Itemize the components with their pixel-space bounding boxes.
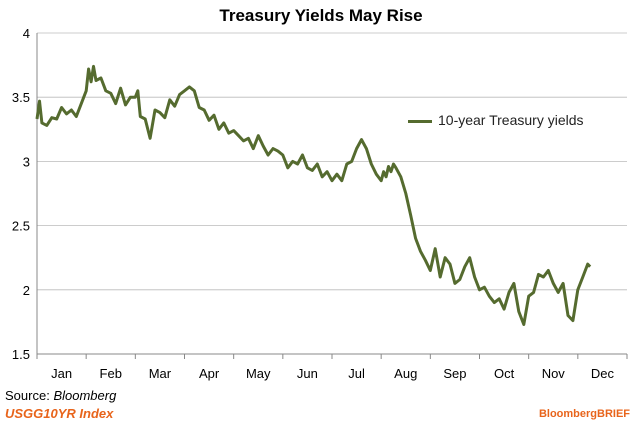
source-note: Source: Bloomberg: [5, 388, 116, 403]
y-tick-label: 2: [23, 283, 30, 298]
legend: 10-year Treasury yields: [408, 112, 584, 128]
x-tick-label: Dec: [591, 366, 615, 381]
y-tick-labels: 4 3.5 3 2.5 2 1.5: [12, 26, 30, 362]
y-tick-label: 1.5: [12, 347, 30, 362]
grid-lines: [37, 32, 627, 291]
x-tick-label: Jan: [51, 366, 72, 381]
series-line: [35, 64, 592, 326]
x-tick-label: Nov: [542, 366, 566, 381]
x-tick-label: Aug: [394, 366, 417, 381]
y-tick-label: 4: [23, 26, 30, 41]
series-group: [35, 64, 592, 326]
x-tick-label: Feb: [100, 366, 122, 381]
x-tick-label: Jul: [348, 366, 365, 381]
x-tick-label: Mar: [149, 366, 172, 381]
x-tick-label: May: [246, 366, 271, 381]
x-tick-label: Jun: [297, 366, 318, 381]
source-name: Bloomberg: [53, 388, 117, 403]
legend-swatch: [408, 119, 432, 123]
y-tick-label: 3: [23, 154, 30, 169]
x-tick-label: Apr: [199, 366, 220, 381]
y-tick-label: 3.5: [12, 90, 30, 105]
brand-logo: BloombergBRIEF: [538, 408, 630, 420]
axes: [36, 33, 628, 359]
legend-label: 10-year Treasury yields: [438, 112, 584, 128]
index-label: USGG10YR Index: [5, 406, 114, 421]
chart-title: Treasury Yields May Rise: [219, 6, 423, 25]
x-tick-label: Sep: [443, 366, 466, 381]
x-tick-label: Oct: [494, 366, 515, 381]
y-tick-label: 2.5: [12, 219, 30, 234]
x-tick-labels: Jan Feb Mar Apr May Jun Jul Aug Sep Oct Nov Dec: [51, 366, 614, 381]
source-label: Source:: [5, 388, 50, 403]
